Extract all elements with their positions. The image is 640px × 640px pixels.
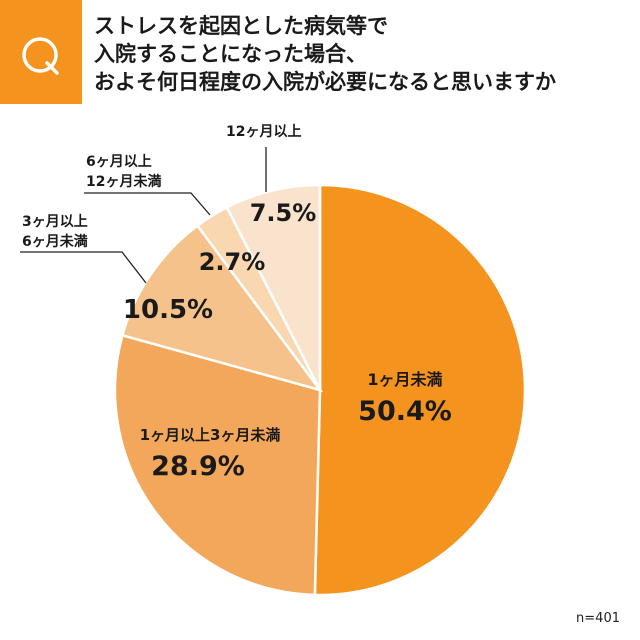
slice-1-value: 50.4% — [358, 396, 452, 427]
slice-4-leader-line — [84, 192, 211, 216]
pie-slice-2 — [113, 333, 322, 597]
slice-5-label-line-1: 12ヶ月以上 — [226, 124, 301, 140]
title-line-1: ストレスを起因とした病気等で — [94, 14, 388, 38]
slice-2-label: 1ヶ月以上3ヶ月未満 — [140, 426, 281, 444]
question-badge — [0, 0, 82, 104]
slice-3-label-line-2: 6ヶ月未満 — [22, 233, 88, 250]
sample-size: n=401 — [576, 611, 620, 626]
pie-slice-3 — [120, 223, 324, 393]
pie-slice-5 — [225, 183, 322, 391]
slice-5-value: 7.5% — [250, 199, 317, 227]
slice-4-label-line-1: 6ヶ月以上 — [86, 154, 152, 170]
pie-slice-1 — [313, 183, 527, 597]
title-line-3: およそ何日程度の入院が必要になると思いますか — [94, 70, 556, 94]
question-q-icon — [22, 37, 59, 75]
slice-3-leader-line — [20, 251, 147, 284]
title-line-2: 入院することになった場合、 — [94, 42, 367, 66]
slice-1-label: 1ヶ月未満 — [367, 370, 442, 389]
slice-2-value: 28.9% — [151, 451, 245, 482]
slice-3-label-line-1: 3ヶ月以上 — [22, 214, 88, 230]
slice-4-value: 2.7% — [199, 248, 266, 276]
slice-4-label-line-2: 12ヶ月未満 — [86, 173, 161, 190]
slice-3-value: 10.5% — [123, 295, 213, 325]
question-title: ストレスを起因とした病気等で 入院することになった場合、 およそ何日程度の入院が… — [94, 12, 634, 96]
